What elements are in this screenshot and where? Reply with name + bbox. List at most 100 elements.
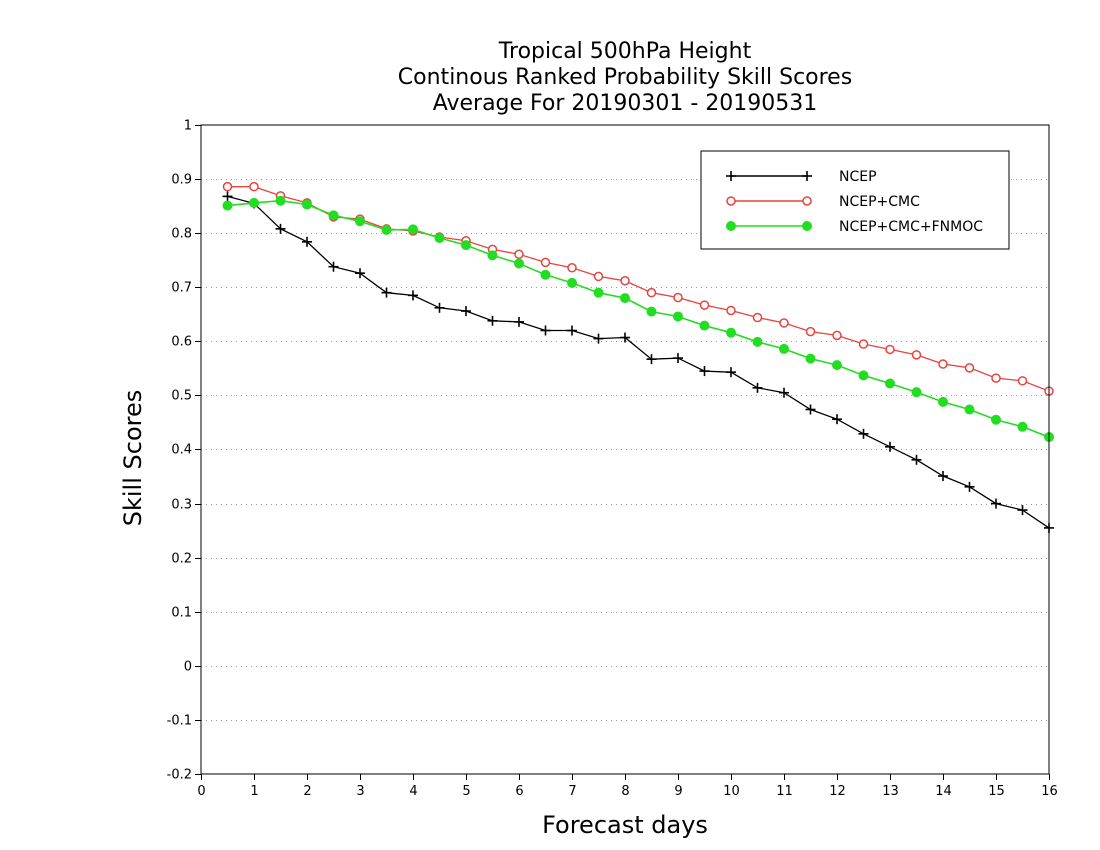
title-line-3: Average For 20190301 - 20190531 — [433, 91, 818, 116]
data-point — [699, 300, 710, 310]
data-point — [302, 236, 312, 247]
data-point — [461, 306, 471, 317]
data-point — [328, 210, 339, 221]
data-point — [858, 370, 869, 381]
data-point — [991, 498, 1001, 509]
chart-title: Tropical 500hPa Height Continous Ranked … — [398, 39, 852, 116]
data-point — [699, 366, 710, 377]
data-point — [1017, 376, 1028, 386]
data-point — [1017, 505, 1028, 516]
data-point — [408, 290, 418, 301]
data-point — [434, 302, 445, 313]
data-point — [249, 197, 259, 208]
data-point — [593, 287, 604, 298]
data-point — [673, 353, 683, 364]
data-point — [832, 330, 842, 341]
y-axis-title: Skill Scores — [119, 390, 147, 527]
series-line — [227, 195, 1050, 529]
y-tick-label: 0.9 — [171, 173, 192, 188]
data-point — [779, 343, 789, 354]
data-point — [646, 287, 657, 298]
series-ncep-cmc — [222, 181, 1054, 396]
y-tick-label: -0.1 — [167, 714, 192, 729]
data-point — [567, 263, 577, 273]
data-point — [805, 404, 816, 415]
data-point — [620, 293, 630, 304]
data-point — [699, 320, 710, 331]
data-point — [434, 233, 445, 244]
data-point — [567, 325, 577, 336]
data-point — [514, 316, 524, 327]
data-point — [646, 306, 657, 317]
data-point — [726, 305, 736, 316]
data-point — [593, 333, 604, 344]
y-tick-label: -0.2 — [167, 768, 192, 783]
x-tick-label: 10 — [723, 784, 740, 799]
legend-label-ncep-cmc-fnmoc: NCEP+CMC+FNMOC — [839, 219, 983, 235]
data-point — [964, 481, 975, 492]
data-point — [726, 367, 736, 378]
x-tick-label: 8 — [621, 784, 629, 799]
axis-ticks: -0.2-0.100.10.20.30.40.50.60.70.80.910 1 2… — [167, 119, 1058, 800]
data-point — [964, 404, 975, 415]
data-point — [593, 271, 604, 282]
y-tick-label: 0 — [184, 660, 192, 675]
data-point — [540, 257, 551, 268]
y-tick-label: 0.2 — [171, 552, 192, 567]
y-tick-label: 0.3 — [171, 498, 192, 513]
data-point — [991, 414, 1001, 425]
legend-label-ncep-cmc: NCEP+CMC — [839, 194, 920, 210]
title-line-1: Tropical 500hPa Height — [498, 39, 752, 64]
series-ncep — [222, 191, 1054, 533]
legend-marker — [802, 196, 812, 206]
x-tick-label: 14 — [935, 784, 952, 799]
data-point — [805, 353, 816, 364]
data-point — [222, 200, 233, 211]
data-point — [275, 223, 286, 234]
legend-box — [700, 150, 1010, 250]
data-point — [964, 363, 975, 373]
x-tick-label: 0 — [197, 784, 205, 799]
legend-marker — [726, 171, 736, 181]
data-point — [514, 249, 524, 260]
data-point — [752, 312, 763, 323]
data-point — [991, 373, 1001, 383]
data-point — [752, 382, 763, 393]
x-tick-label: 7 — [568, 784, 576, 799]
x-tick-label: 11 — [776, 784, 793, 799]
legend-marker — [802, 221, 812, 231]
data-point — [302, 199, 312, 210]
legend-items — [726, 171, 812, 231]
data-point — [328, 261, 339, 272]
data-point — [805, 326, 816, 337]
data-point — [832, 360, 842, 371]
y-tick-label: 0.7 — [171, 281, 192, 296]
data-point — [673, 311, 683, 322]
x-tick-label: 6 — [515, 784, 523, 799]
x-tick-label: 9 — [674, 784, 682, 799]
data-point — [858, 428, 869, 439]
y-tick-label: 0.4 — [171, 443, 192, 458]
data-point — [938, 396, 948, 407]
data-point — [275, 195, 286, 206]
y-tick-label: 0.6 — [171, 335, 192, 350]
data-point — [885, 378, 895, 389]
data-point — [938, 359, 948, 369]
data-point — [885, 441, 895, 452]
data-point — [540, 325, 551, 336]
data-point — [779, 318, 789, 328]
x-axis-title: Forecast days — [542, 811, 708, 839]
data-point — [832, 414, 842, 425]
data-point — [858, 339, 869, 349]
data-point — [911, 387, 922, 398]
data-point — [911, 350, 922, 360]
data-point — [885, 344, 895, 355]
plot-series — [222, 181, 1054, 533]
x-tick-label: 13 — [882, 784, 899, 799]
data-point — [540, 269, 551, 280]
data-point — [249, 181, 259, 192]
x-tick-label: 12 — [829, 784, 846, 799]
data-point — [514, 258, 524, 269]
data-point — [408, 224, 418, 235]
